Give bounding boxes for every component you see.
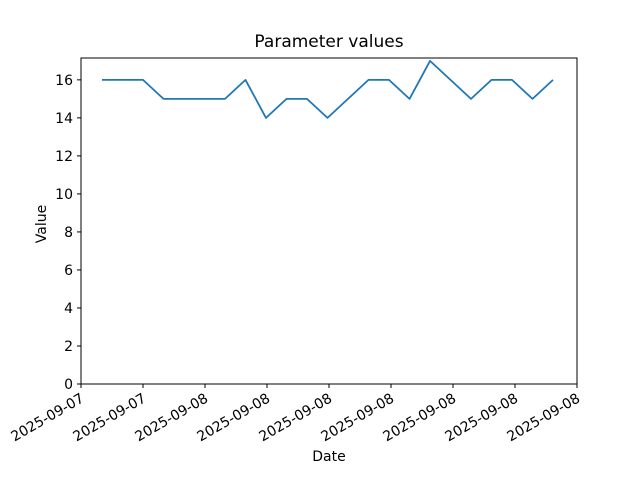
y-tick-label: 12 — [55, 149, 73, 165]
y-tick-label: 14 — [55, 111, 73, 127]
y-tick-label: 8 — [64, 225, 73, 241]
plot-border — [80, 57, 578, 385]
y-tick-label: 10 — [55, 187, 73, 203]
y-tick-label: 0 — [64, 377, 73, 393]
x-axis-title: Date — [312, 449, 346, 465]
y-tick-label: 4 — [64, 301, 73, 317]
chart-title: Parameter values — [254, 32, 404, 52]
y-tick-label: 2 — [64, 339, 73, 355]
y-axis-title: Value — [34, 204, 50, 244]
y-tick-label: 16 — [55, 73, 73, 89]
data-line — [102, 60, 554, 119]
y-tick-label: 6 — [64, 263, 73, 279]
